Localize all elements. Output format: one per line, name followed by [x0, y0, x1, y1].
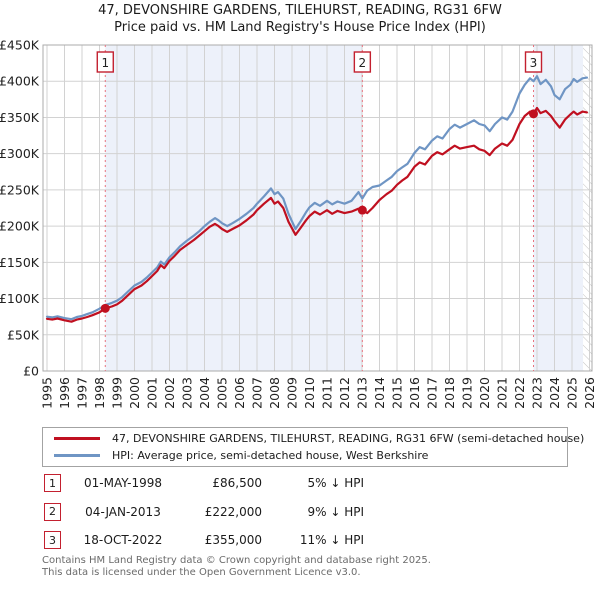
transaction-row-1: 1 01-MAY-1998 £86,500 5% ↓ HPI [44, 474, 364, 492]
x-axis-label: 2016 [407, 377, 422, 409]
sale-marker-box-3 [524, 51, 543, 73]
transaction-number-badge: 3 [44, 531, 61, 549]
y-axis-label: £100K [0, 291, 40, 306]
x-axis-label: 1995 [40, 377, 55, 409]
legend-label: 47, DEVONSHIRE GARDENS, TILEHURST, READI… [112, 432, 585, 445]
x-axis-label: 2008 [267, 377, 282, 409]
x-axis-label: 1998 [92, 377, 107, 409]
y-axis-label: £300K [0, 146, 40, 161]
transaction-row-2: 2 04-JAN-2013 £222,000 9% ↓ HPI [44, 502, 364, 521]
transaction-date: 04-JAN-2013 [85, 504, 161, 519]
page-subtitle: Price paid vs. HM Land Registry's House … [114, 20, 486, 35]
x-axis-label: 2000 [127, 377, 142, 409]
transaction-price: £222,000 [204, 504, 262, 519]
x-axis-label: 1999 [110, 377, 125, 409]
ownership-shade-1 [105, 45, 363, 371]
hpi-line [45, 75, 589, 321]
x-axis-label: 2001 [145, 377, 160, 409]
x-axis-label: 2018 [442, 377, 457, 409]
x-axis-label: 2004 [197, 377, 212, 409]
x-axis-label: 2011 [320, 377, 335, 409]
x-axis-label: 2002 [162, 377, 177, 409]
x-axis-label: 2015 [390, 377, 405, 409]
x-axis-label: 2022 [512, 377, 527, 409]
transaction-number-badge: 1 [44, 474, 61, 492]
transaction-vs-hpi: 11% ↓ HPI [299, 533, 364, 547]
license-footer: Contains HM Land Registry data © Crown c… [42, 555, 431, 578]
legend-entry-price-paid: 47, DEVONSHIRE GARDENS, TILEHURST, READI… [43, 430, 584, 447]
x-axis-label: 1997 [75, 377, 90, 409]
plot-frame [42, 44, 593, 372]
sale-marker-number-1: 1 [101, 56, 109, 70]
x-axis-label: 2025 [565, 377, 580, 409]
sale-marker-number-3: 3 [530, 56, 538, 70]
legend-label: HPI: Average price, semi-detached house,… [112, 449, 429, 462]
x-axis-label: 2013 [355, 377, 370, 409]
x-axis-label: 2021 [495, 377, 510, 409]
y-axis-label: £50K [7, 327, 40, 342]
sale-marker-box-2 [353, 51, 372, 73]
price-paid-line-sample [54, 437, 100, 440]
y-axis-label: £400K [0, 74, 40, 89]
sale-marker-number-2: 2 [359, 56, 367, 70]
y-axis-label: £450K [0, 38, 40, 53]
page-title: 47, DEVONSHIRE GARDENS, TILEHURST, READI… [98, 3, 502, 18]
x-axis-label: 2019 [460, 377, 475, 409]
x-axis-label: 2009 [285, 377, 300, 409]
x-axis-label: 2026 [582, 377, 597, 409]
sale-marker-dot-1 [100, 303, 110, 313]
y-axis-label: £200K [0, 219, 40, 234]
x-axis-label: 2005 [215, 377, 230, 409]
legend-entry-hpi: HPI: Average price, semi-detached house,… [43, 447, 567, 464]
x-axis-label: 2007 [250, 377, 265, 409]
future-hatch-band [583, 45, 592, 371]
transaction-price: £355,000 [204, 533, 262, 547]
transaction-date: 01-MAY-1998 [83, 476, 162, 490]
x-axis-label: 2020 [477, 377, 492, 409]
transaction-vs-hpi: 9% ↓ HPI [307, 504, 364, 519]
x-axis-label: 2003 [180, 377, 195, 409]
y-axis-label: £150K [0, 255, 40, 270]
x-axis-label: 2010 [302, 377, 317, 409]
x-axis-label: 2012 [337, 377, 352, 409]
price-paid-line [45, 106, 589, 323]
gridlines [43, 45, 592, 371]
y-axis-label: £0 [23, 364, 39, 379]
ownership-shade-2 [533, 45, 584, 371]
chart-legend: 47, DEVONSHIRE GARDENS, TILEHURST, READI… [42, 427, 584, 467]
x-axis-label: 2023 [530, 377, 545, 409]
sale-marker-box-1 [96, 51, 114, 73]
x-axis-label: 2024 [547, 377, 562, 409]
transaction-row-3: 3 18-OCT-2022 £355,000 11% ↓ HPI [44, 531, 364, 549]
y-axis-label: £250K [0, 182, 40, 197]
price-history-chart: 1 2 3 £0 £50K £100K £150K £200K £250K £300K £350K £… [0, 38, 597, 409]
sale-marker-dot-2 [357, 205, 367, 215]
footer-line-1: Contains HM Land Registry data © Crown c… [42, 555, 431, 566]
transaction-price: £86,500 [212, 476, 262, 490]
transaction-vs-hpi: 5% ↓ HPI [307, 476, 364, 490]
x-axis-label: 2017 [425, 377, 440, 409]
transaction-number-badge: 2 [44, 502, 61, 521]
transaction-date: 18-OCT-2022 [83, 533, 163, 547]
y-axis-label: £350K [0, 110, 40, 125]
x-axis-label: 2006 [232, 377, 247, 409]
x-axis-label: 1996 [57, 377, 72, 409]
footer-line-2: This data is licensed under the Open Gov… [42, 566, 361, 578]
hpi-line-sample [54, 454, 100, 457]
x-axis-label: 2014 [372, 377, 387, 409]
sale-marker-dot-3 [529, 109, 538, 119]
